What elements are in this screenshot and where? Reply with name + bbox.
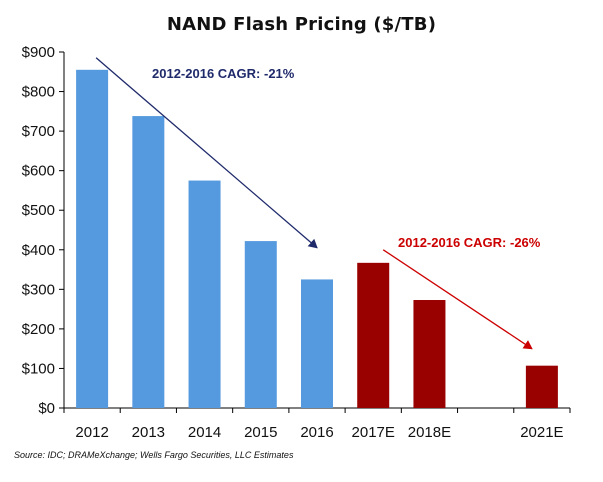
bar-2018E — [413, 300, 446, 408]
y-tick-label: $300 — [22, 281, 55, 298]
x-tick-label: 2014 — [188, 424, 221, 441]
y-tick-label: $900 — [22, 44, 55, 61]
cagr-annotation: 2012-2016 CAGR: -26% — [398, 235, 541, 250]
x-tick-label: 2012 — [75, 424, 108, 441]
bar-2014 — [188, 180, 221, 408]
x-tick-label: 2018E — [408, 424, 451, 441]
bar-2015 — [244, 241, 277, 408]
bar-2012 — [76, 69, 109, 409]
y-tick-label: $500 — [22, 202, 55, 219]
cagr-arrow — [95, 57, 318, 249]
x-tick-label: 2013 — [132, 424, 165, 441]
y-tick-label: $600 — [22, 163, 55, 180]
y-tick-label: $100 — [22, 360, 55, 377]
chart-title: NAND Flash Pricing ($/TB) — [166, 14, 437, 35]
y-tick-label: $800 — [22, 84, 55, 101]
x-tick-label: 2021E — [520, 424, 563, 441]
bar-2017E — [357, 262, 390, 408]
x-tick-label: 2017E — [352, 424, 395, 441]
bar-2016 — [301, 279, 333, 408]
y-tick-label: $700 — [22, 123, 55, 140]
y-tick-label: $200 — [22, 321, 55, 338]
y-tick-label: $400 — [22, 242, 55, 259]
source-note: Source: IDC; DRAMeXchange; Wells Fargo S… — [14, 450, 294, 460]
cagr-arrow — [382, 249, 533, 350]
bar-2021E — [525, 365, 558, 408]
cagr-annotation: 2012-2016 CAGR: -21% — [152, 66, 295, 81]
y-tick-label: $0 — [38, 400, 55, 417]
x-tick-label: 2015 — [244, 424, 277, 441]
bar-2013 — [132, 116, 165, 408]
x-tick-label: 2016 — [300, 424, 333, 441]
